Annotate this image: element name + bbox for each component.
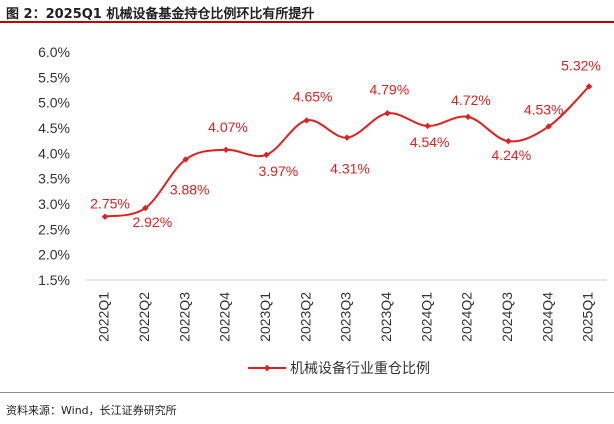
x-tick-label: 2024Q4 — [539, 292, 555, 342]
chart-title: 图 2：2025Q1 机械设备基金持仓比例环比有所提升 — [6, 7, 315, 22]
y-tick-label: 3.0% — [38, 196, 70, 212]
x-tick-label: 2024Q3 — [499, 292, 515, 342]
data-point — [505, 137, 512, 145]
line-chart: 1.5% 2.0% 2.5% 3.0% 3.5% 4.0% 4.5% 5.0% 5.5% 6.0%… — [38, 44, 607, 377]
data-point — [545, 123, 552, 130]
legend-marker — [263, 364, 271, 372]
data-label: 2.75% — [90, 196, 130, 212]
x-tick-label: 2022Q4 — [217, 292, 233, 342]
x-tick-label: 2024Q1 — [418, 292, 434, 342]
data-label: 4.54% — [410, 134, 450, 150]
data-point — [222, 146, 230, 153]
data-point — [182, 156, 189, 163]
x-tick-label: 2023Q2 — [297, 292, 313, 342]
data-label: 5.32% — [561, 57, 601, 73]
data-label: 2.92% — [132, 214, 172, 230]
y-tick-label: 2.5% — [38, 221, 70, 237]
y-tick-label: 5.0% — [38, 95, 70, 111]
data-point — [263, 151, 270, 159]
data-point — [303, 117, 310, 124]
title-divider — [0, 21, 614, 23]
x-tick-label: 2022Q2 — [136, 292, 152, 342]
data-point — [142, 204, 149, 212]
legend-label: 机械设备行业重仓比例 — [290, 360, 430, 377]
data-label: 4.72% — [451, 92, 491, 108]
y-tick-label: 2.0% — [38, 247, 70, 263]
data-label: 4.79% — [369, 81, 409, 97]
y-tick-label: 1.5% — [38, 272, 70, 288]
x-tick-label: 2025Q1 — [580, 292, 596, 342]
y-tick-label: 5.5% — [38, 69, 70, 85]
x-tick-label: 2022Q1 — [96, 292, 112, 342]
data-label: 4.65% — [293, 88, 333, 104]
y-tick-label: 4.0% — [38, 145, 70, 161]
x-tick-label: 2024Q2 — [459, 292, 475, 342]
y-tick-label: 4.5% — [38, 120, 70, 136]
source-note: 资料来源：Wind，长江证券研究所 — [6, 404, 177, 417]
data-label: 4.31% — [330, 161, 370, 177]
footer-divider — [0, 392, 614, 393]
x-tick-label: 2023Q1 — [257, 292, 273, 342]
x-tick-label: 2022Q3 — [176, 292, 192, 342]
data-label: 3.97% — [258, 163, 298, 179]
data-point — [343, 134, 351, 141]
data-point — [384, 110, 391, 117]
data-point — [424, 122, 431, 130]
y-tick-label: 6.0% — [38, 44, 70, 60]
data-label: 4.53% — [524, 101, 564, 117]
y-tick-label: 3.5% — [38, 171, 70, 187]
x-tick-label: 2023Q4 — [378, 292, 394, 342]
data-point — [464, 113, 472, 121]
x-tick-label: 2023Q3 — [338, 292, 354, 342]
data-label: 4.07% — [208, 119, 248, 135]
data-label: 4.24% — [491, 147, 531, 163]
data-label: 3.88% — [170, 181, 210, 197]
data-point — [101, 213, 109, 220]
data-point — [585, 83, 593, 90]
